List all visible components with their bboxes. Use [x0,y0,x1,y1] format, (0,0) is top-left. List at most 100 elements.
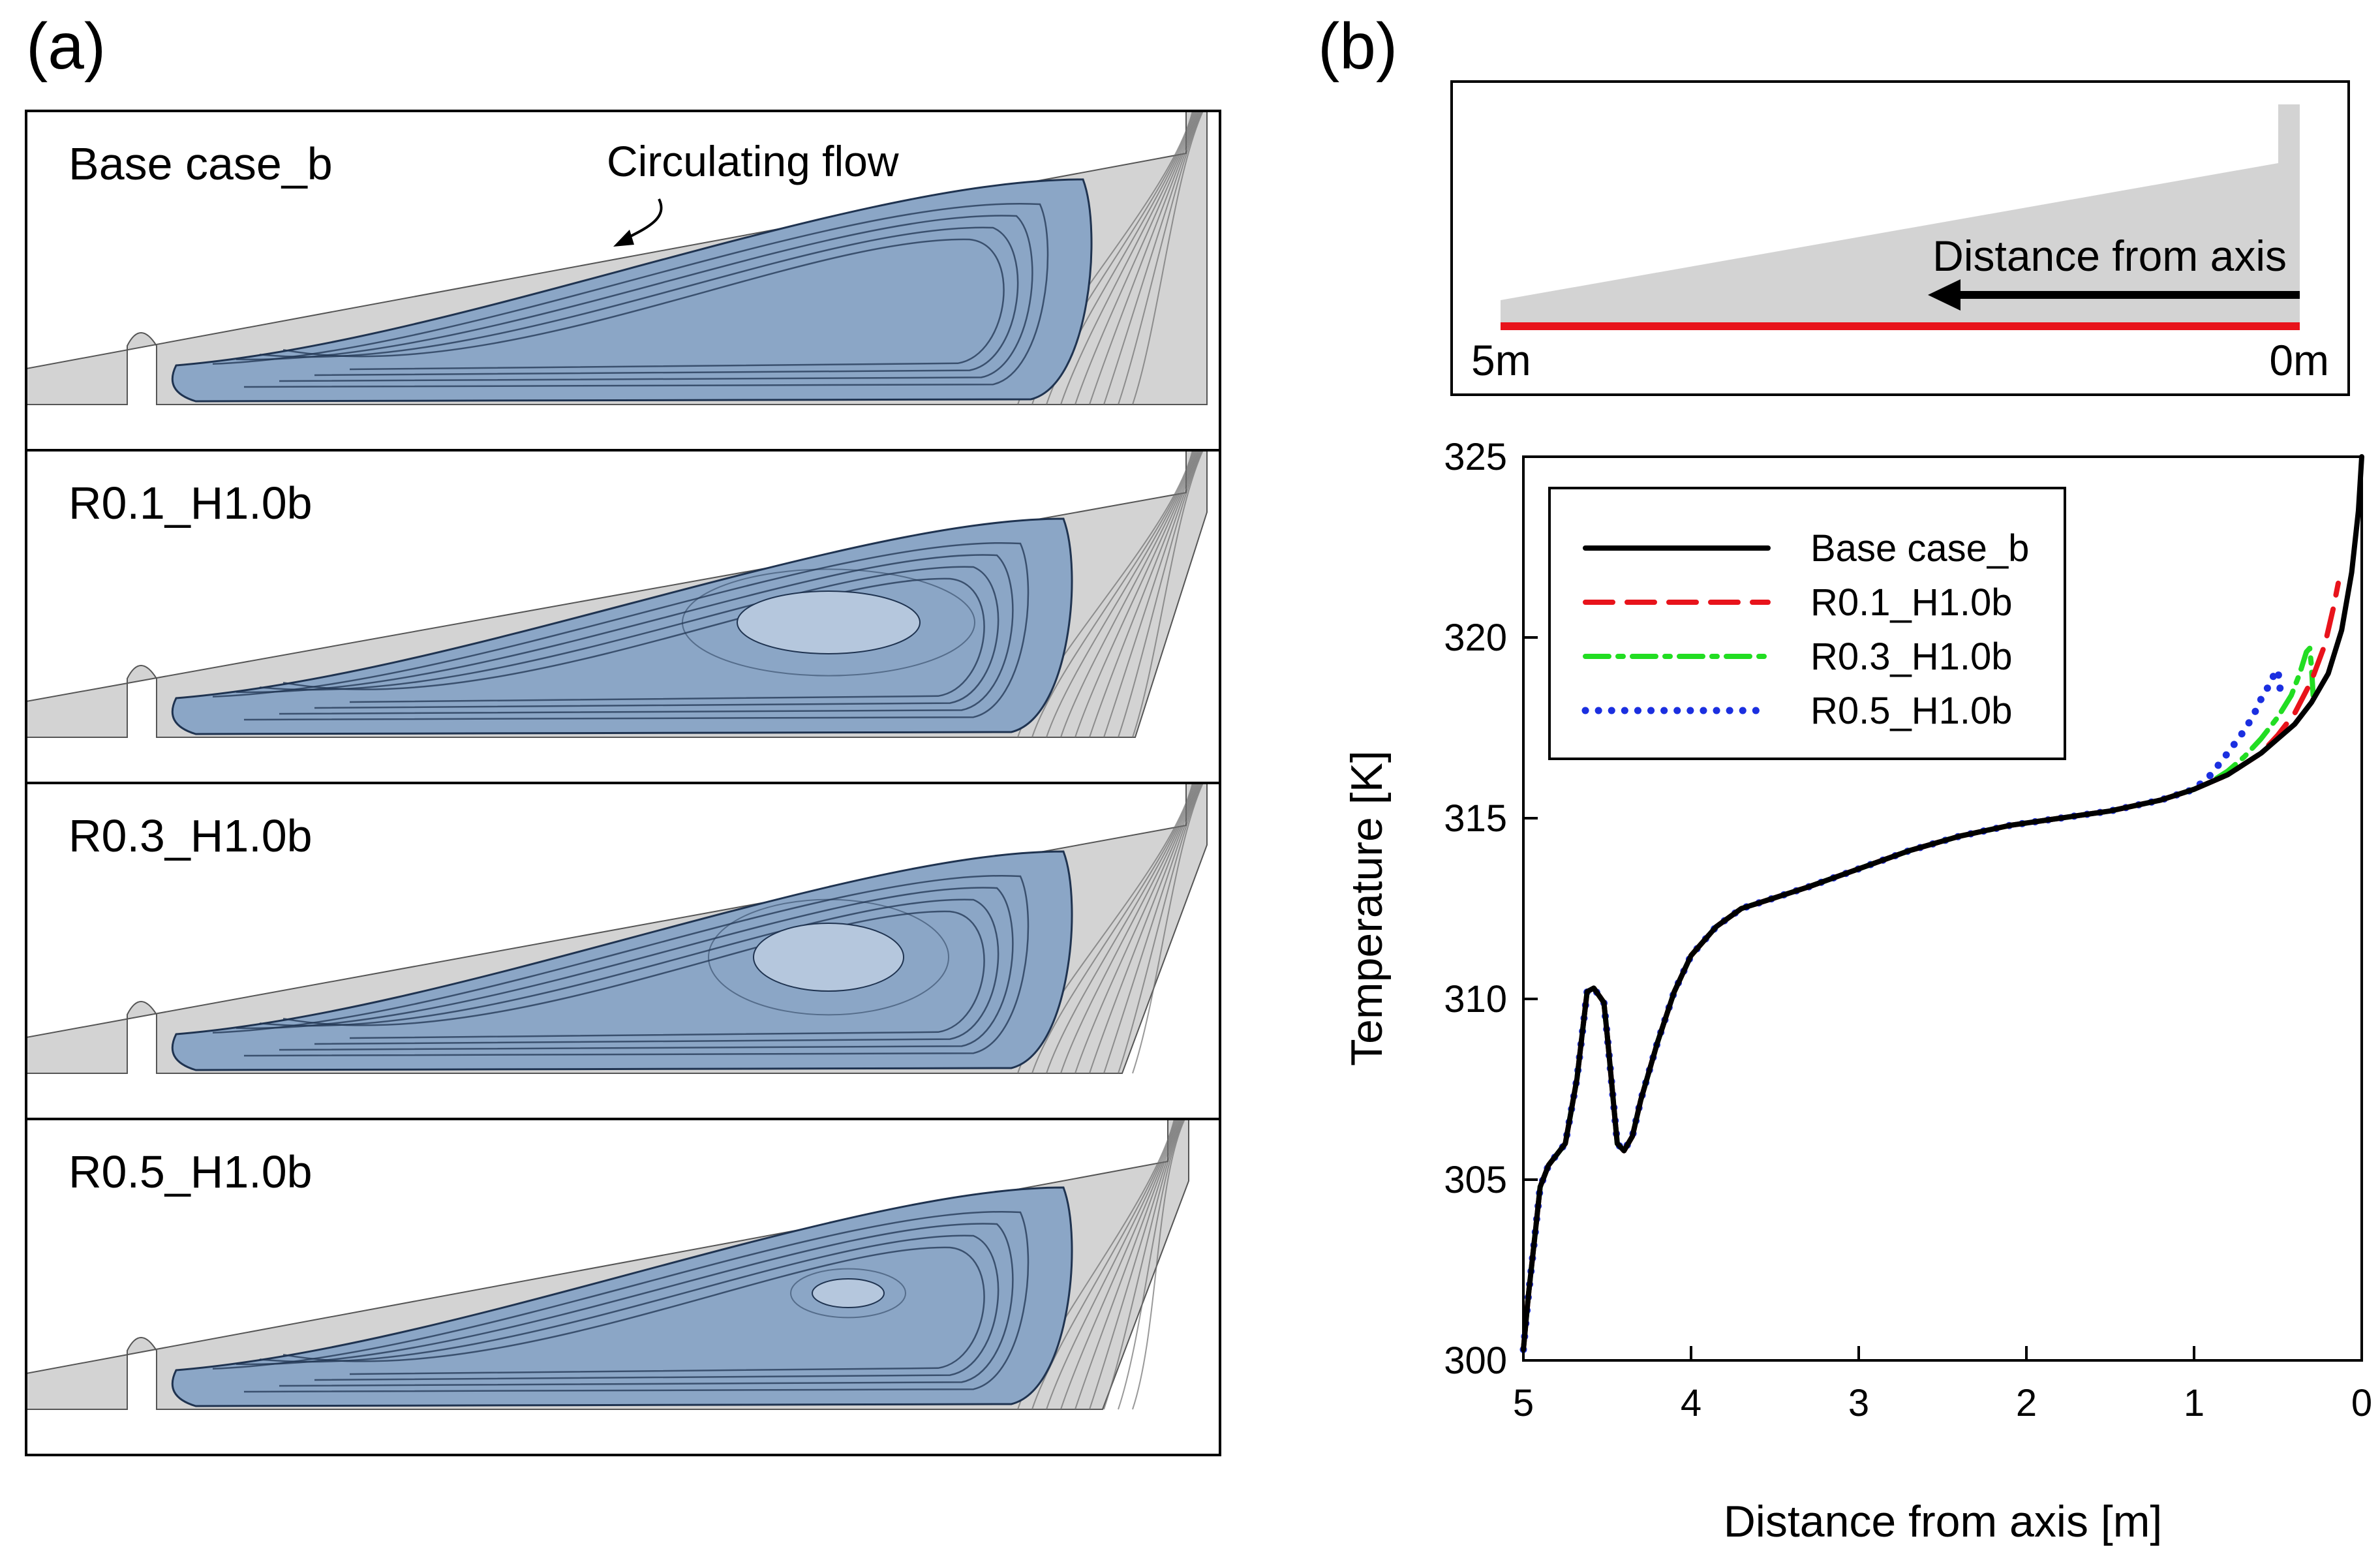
vortex-streamline [259,1234,999,1381]
legend-box [1548,487,2066,760]
streamline [1046,783,1196,1074]
vortex-streamline [236,1223,1014,1387]
streamline [1060,1119,1179,1410]
inset-arrow-label: Distance from axis [1932,232,2287,280]
y-tick-label: 305 [1444,1159,1507,1201]
streamline [1075,1119,1180,1410]
vortex-core [753,923,904,992]
vortex-streamline [282,238,1005,371]
vortex-ring [682,568,975,677]
vortex-streamline [212,874,1030,1057]
flow-case-3 [26,1119,1189,1410]
streamline [1118,450,1202,738]
inset-schematic: Distance from axis 5m 0m [1450,80,2350,396]
streamline [1103,783,1201,1074]
series-line-0 [1521,454,2364,1353]
vortex-streamline [282,577,985,703]
streamline [1031,783,1195,1074]
y-axis-title: Temperature [K] [1342,750,1392,1066]
vortex-streamline [212,202,1049,388]
streamline [1060,450,1197,738]
x-tick-label: 2 [2016,1382,2037,1424]
streamline [1060,111,1197,405]
case-label: R0.1_H1.0b [69,478,313,528]
temperature-chart: 5 4 3 2 1 0 300 305 310 315 320 325 Distance from a… [1342,436,2372,1546]
streamline [1060,783,1197,1074]
case-label: Base case_b [69,138,333,189]
streamline [1089,1119,1182,1410]
case-label: R0.3_H1.0b [69,810,313,861]
vortex-ring [790,1268,906,1319]
y-tick-label: 320 [1444,617,1507,659]
recirculation-zone [171,517,1073,735]
vortex-ring [708,898,949,1016]
vortex-streamline [282,910,985,1039]
x-tick-label: 5 [1513,1382,1534,1424]
recirculation-zone [171,850,1073,1071]
vortex-streamline [236,887,1014,1051]
streamline [1075,450,1198,738]
streamline [1132,450,1204,738]
vortex-streamline [259,898,999,1045]
streamline [1118,111,1202,405]
legend-label-2: R0.3_H1.0b [1810,636,2013,678]
streamline [1089,783,1200,1074]
streamline [1132,1119,1185,1410]
streamline [1103,111,1201,405]
streamline [1132,783,1204,1074]
case-frame [25,1118,1221,1456]
vortex-core [737,590,921,654]
y-tick-label: 310 [1444,978,1507,1020]
streamline [1103,1119,1183,1410]
chart-series-group [1519,454,2364,1353]
streamline [1132,111,1204,405]
streamline [1118,783,1202,1074]
streamline [1075,111,1198,405]
circulating-flow-label: Circulating flow [607,137,899,185]
panel-a-letter: (a) [26,10,106,83]
vortex-core [812,1278,885,1308]
inset-domain [1501,104,2300,326]
series-line-3 [1519,666,2285,1353]
x-tick-label: 4 [1681,1382,1701,1424]
vortex-streamline [236,554,1014,715]
vortex-streamline [212,1210,1030,1393]
x-axis-title: Distance from axis [m] [1724,1497,2163,1546]
streamline [1103,450,1201,738]
flow-case-2 [26,783,1208,1074]
legend: Base case_b R0.1_H1.0b R0.3_H1.0b R0.5_H1.0… [1548,487,2066,760]
y-tick-label: 300 [1444,1340,1507,1382]
annotation-arrowhead [613,230,634,247]
vortex-streamline [259,226,1019,376]
inset-arrow-head [1928,279,1960,311]
vortex-streamline [259,566,999,709]
y-tick-label: 325 [1444,436,1507,478]
streamline [1031,450,1195,738]
flow-case-1 [26,450,1208,738]
streamline [1118,1119,1184,1410]
plot-frame [1522,455,2363,1362]
streamline [1089,111,1200,405]
x-tick-label: 0 [2351,1382,2372,1424]
vortex-streamline [236,215,1033,382]
panel-a-flow-fields: Base case_b R0.1_H1.0b R0.3_H1.0b R0.5_H1.0… [25,110,1221,1456]
inset-right-label: 0m [2269,336,2329,384]
inset-left-label: 5m [1471,336,1531,384]
legend-label-1: R0.1_H1.0b [1810,581,2013,624]
x-tick-label: 3 [1848,1382,1869,1424]
case-label: R0.5_H1.0b [69,1146,313,1197]
panel-b-letter: (b) [1318,10,1397,83]
legend-label-3: R0.5_H1.0b [1810,690,2013,732]
streamline [1075,783,1198,1074]
vortex-streamline [282,1246,985,1375]
flow-case-0 [26,111,1208,405]
vortex-streamline [212,542,1030,721]
x-tick-label: 1 [2184,1382,2205,1424]
axis-ticks: 5 4 3 2 1 0 300 305 310 315 320 325 [1444,436,2372,1424]
legend-label-0: Base case_b [1810,527,2029,570]
recirculation-zone [171,1186,1073,1407]
streamline [1046,450,1196,738]
streamline [1046,1119,1178,1410]
streamline [1089,450,1200,738]
